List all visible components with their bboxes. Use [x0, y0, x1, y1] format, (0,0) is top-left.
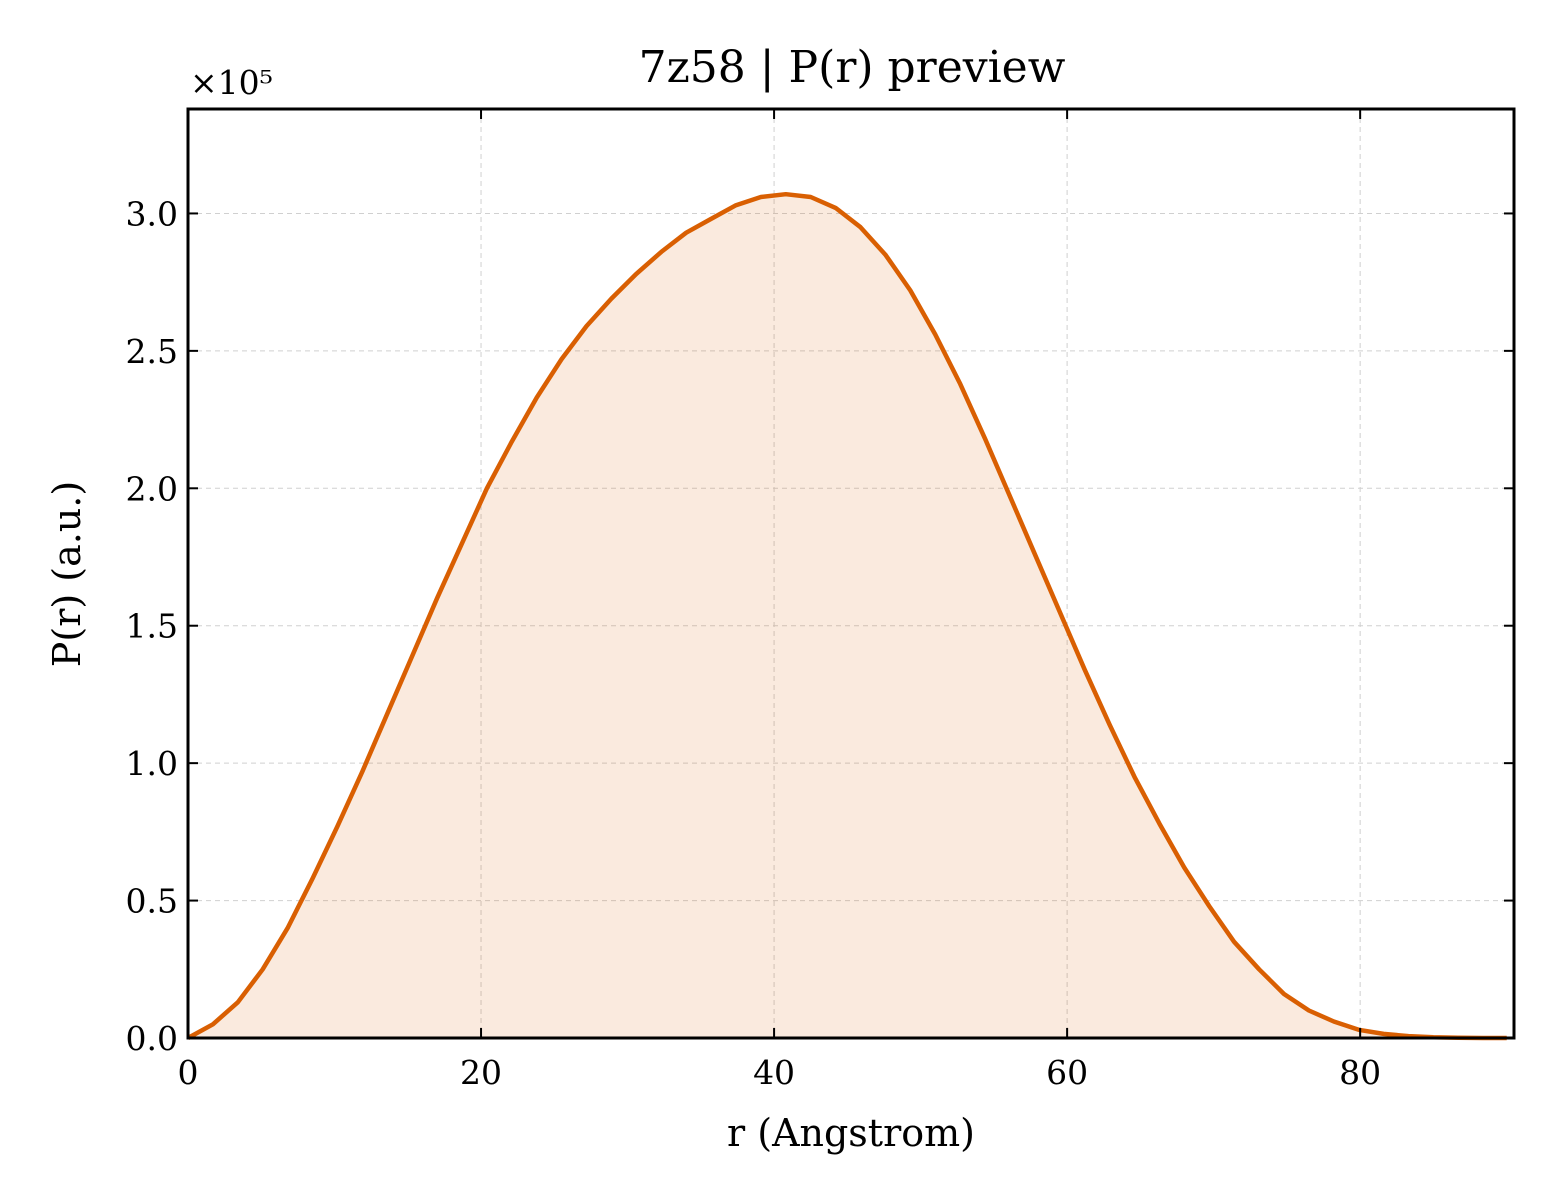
- y-tick-label: 3.0: [126, 194, 178, 233]
- grid: [188, 109, 1514, 1038]
- pr-curve-line: [186, 191, 1507, 1041]
- y-axis-label: P(r) (a.u.): [45, 481, 89, 667]
- x-tick-label: 80: [1339, 1053, 1381, 1092]
- x-tick-label: 0: [178, 1053, 199, 1092]
- x-tick-label: 20: [460, 1053, 502, 1092]
- pr-area-fill: [188, 194, 1507, 1038]
- axis-ticks: 0 20 40 60 80 0.0 0.5 1.0 1.5 2.0 2.5 3.0: [126, 109, 1514, 1092]
- chart-title: 7z58 | P(r) preview: [639, 42, 1066, 93]
- y-tick-label: 1.0: [126, 744, 178, 783]
- plot-frame: [186, 107, 1516, 1040]
- y-tick-label: 1.5: [126, 607, 178, 646]
- y-tick-label: 0.0: [126, 1019, 178, 1058]
- y-tick-label: 0.5: [126, 882, 178, 921]
- y-multiplier-label: ×10⁵: [190, 63, 273, 102]
- y-tick-label: 2.5: [126, 332, 178, 371]
- y-tick-label: 2.0: [126, 469, 178, 508]
- x-tick-label: 40: [753, 1053, 795, 1092]
- x-axis-label: r (Angstrom): [727, 1111, 975, 1155]
- x-tick-label: 60: [1046, 1053, 1088, 1092]
